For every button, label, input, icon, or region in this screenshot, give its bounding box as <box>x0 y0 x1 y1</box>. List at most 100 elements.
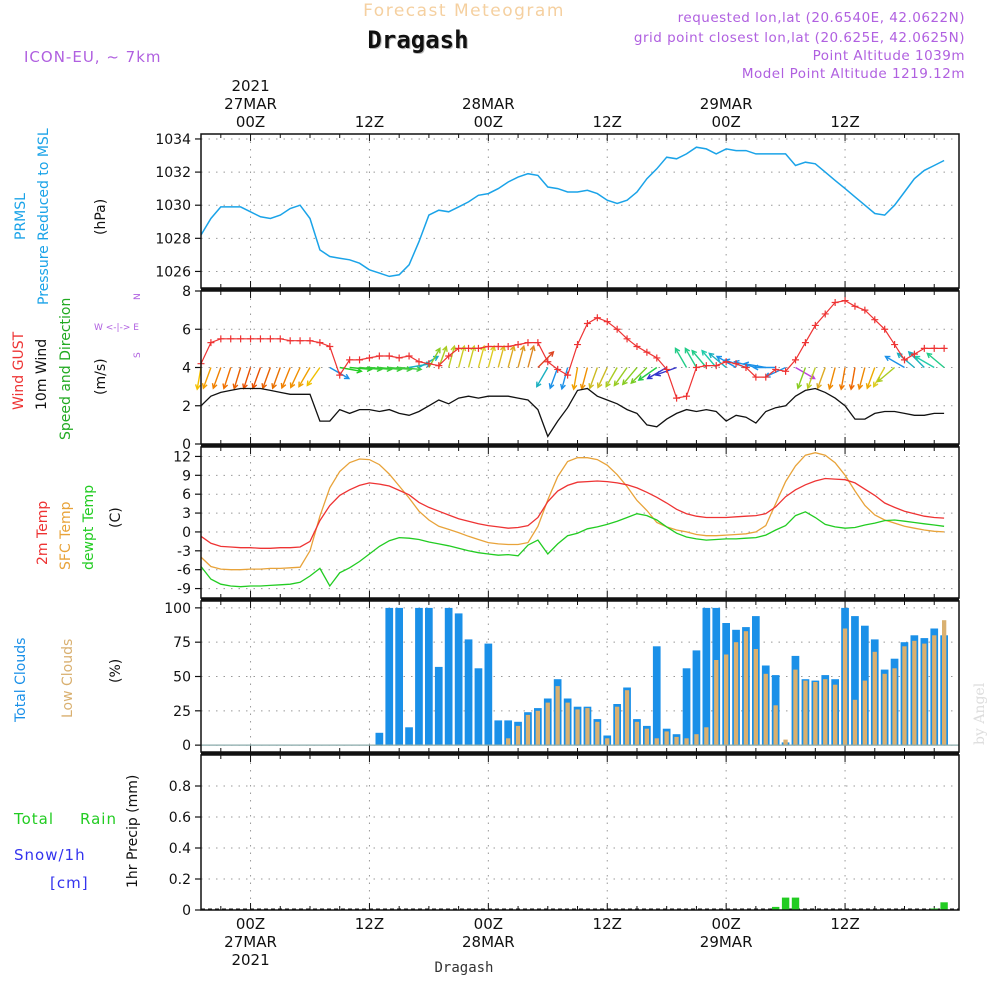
low-cloud-bar <box>783 739 788 746</box>
wind-arrow-head <box>684 347 691 354</box>
temp-unit-label: (C) <box>108 507 124 528</box>
gust-point <box>356 356 364 364</box>
wind-direction-arrow <box>448 344 457 368</box>
wind-arrow-shaft <box>840 367 846 390</box>
wind-arrow-shaft <box>797 367 807 389</box>
total-cloud-bar <box>444 607 453 746</box>
y-tick-label: 1030 <box>155 198 191 214</box>
y-tick-label: 0 <box>182 903 191 919</box>
gust-point <box>365 354 373 362</box>
gust-point <box>217 335 225 343</box>
y-tick-label: 1028 <box>155 231 191 247</box>
wind-arrow-head <box>848 384 855 391</box>
wind-arrow-head <box>907 350 914 357</box>
gust-point <box>623 335 631 343</box>
wind-arrow-shaft <box>638 366 658 381</box>
wind-arrow-shaft <box>605 367 618 387</box>
low-cloud-bar <box>753 649 758 746</box>
wind-arrow-shaft <box>630 367 648 384</box>
gust-point <box>336 371 344 379</box>
gust-point <box>375 352 383 360</box>
wind-direction-arrow <box>379 366 403 373</box>
gust-point <box>455 344 463 352</box>
gust-point <box>385 352 393 360</box>
gust-point <box>296 337 304 345</box>
wind-arrow-shaft <box>877 366 896 383</box>
gust-point <box>752 373 760 381</box>
y-tick-label: 0 <box>182 525 191 541</box>
gust-point <box>445 352 453 360</box>
wind-arrow-shaft <box>359 366 382 371</box>
y-tick-label: 0.6 <box>169 810 191 826</box>
snow-label: Snow/1h <box>14 846 86 864</box>
total-clouds-label: Total Clouds <box>13 638 29 723</box>
wind-direction-arrow <box>399 366 423 373</box>
gust-point <box>901 356 909 364</box>
low-cloud-bar <box>515 725 521 746</box>
wind-arrow-shaft <box>622 367 638 385</box>
gust-point <box>762 373 770 381</box>
low-cloud-bar <box>545 702 550 746</box>
wind-arrow-head <box>416 366 423 373</box>
wind-arrow-shaft <box>549 367 559 389</box>
wind-arrow-shaft <box>537 351 554 368</box>
wind-arrow-head <box>261 383 268 390</box>
panel-wind: 0 2 4 6 8 <box>182 284 960 453</box>
y-tick-label: 1026 <box>155 264 191 280</box>
panel-precip: 0 0.2 0.4 0.6 0.8 <box>169 754 960 919</box>
wind-direction-arrow <box>232 367 242 390</box>
y-tick-label: 0.8 <box>169 779 191 795</box>
wind-arrow-shaft <box>701 350 717 368</box>
gust-point <box>583 320 591 328</box>
wind-arrow-head <box>630 378 637 385</box>
wind-arrow-shaft <box>708 352 727 369</box>
wind-arrow-head <box>579 383 586 391</box>
rain-bar <box>781 897 790 910</box>
wind-arrow-shaft <box>507 346 515 368</box>
low-cloud-bar <box>555 686 560 746</box>
y-tick-label: 0 <box>182 738 191 754</box>
wind-arrow-head <box>857 383 864 391</box>
gust-point <box>673 394 681 402</box>
rain-bar <box>940 902 948 911</box>
low-cloud-bar <box>862 680 867 746</box>
low-cloud-bar <box>615 706 620 746</box>
wind-direction-arrow <box>306 367 321 387</box>
y-tick-label: 8 <box>182 284 191 300</box>
wind-arrow-shaft <box>369 366 392 371</box>
wind-arrow-head <box>194 384 201 391</box>
low-cloud-bar <box>724 654 729 746</box>
low-cloud-bar <box>714 660 719 746</box>
total-cloud-bar <box>405 727 413 746</box>
gust-point <box>256 335 264 343</box>
bottom-time-label: 00Z <box>236 915 265 933</box>
wind-direction-arrow <box>701 349 717 368</box>
gust-point <box>306 337 314 345</box>
gust-point <box>772 365 780 373</box>
location-title: Dragash <box>367 26 468 54</box>
wind-arrow-head <box>536 381 542 388</box>
wind-direction-arrow <box>613 367 628 387</box>
wind-arrow-head <box>442 345 448 352</box>
gust-point <box>276 335 284 343</box>
gust-point <box>871 316 879 324</box>
pressure-unit-label: (hPa) <box>93 199 109 235</box>
gust-point <box>593 314 601 322</box>
wind-arrow-head <box>376 366 383 373</box>
wind-arrow-shaft <box>379 366 402 371</box>
y-tick-label: 1032 <box>155 165 191 181</box>
panel-clouds: 0 25 50 75 100 <box>164 600 960 754</box>
low-cloud-bar <box>803 680 808 746</box>
rain-bar <box>791 897 800 910</box>
gust-point <box>286 337 294 345</box>
total-cloud-bar <box>652 646 661 746</box>
dewpt-line <box>200 511 945 588</box>
gust-point <box>831 298 839 306</box>
gust-point <box>534 339 542 347</box>
panel-background <box>201 447 959 598</box>
total-cloud-bar <box>375 732 384 746</box>
wind-arrow-shaft <box>573 367 579 390</box>
wind-direction-arrow <box>605 367 618 388</box>
wind-direction-arrow <box>816 367 826 390</box>
